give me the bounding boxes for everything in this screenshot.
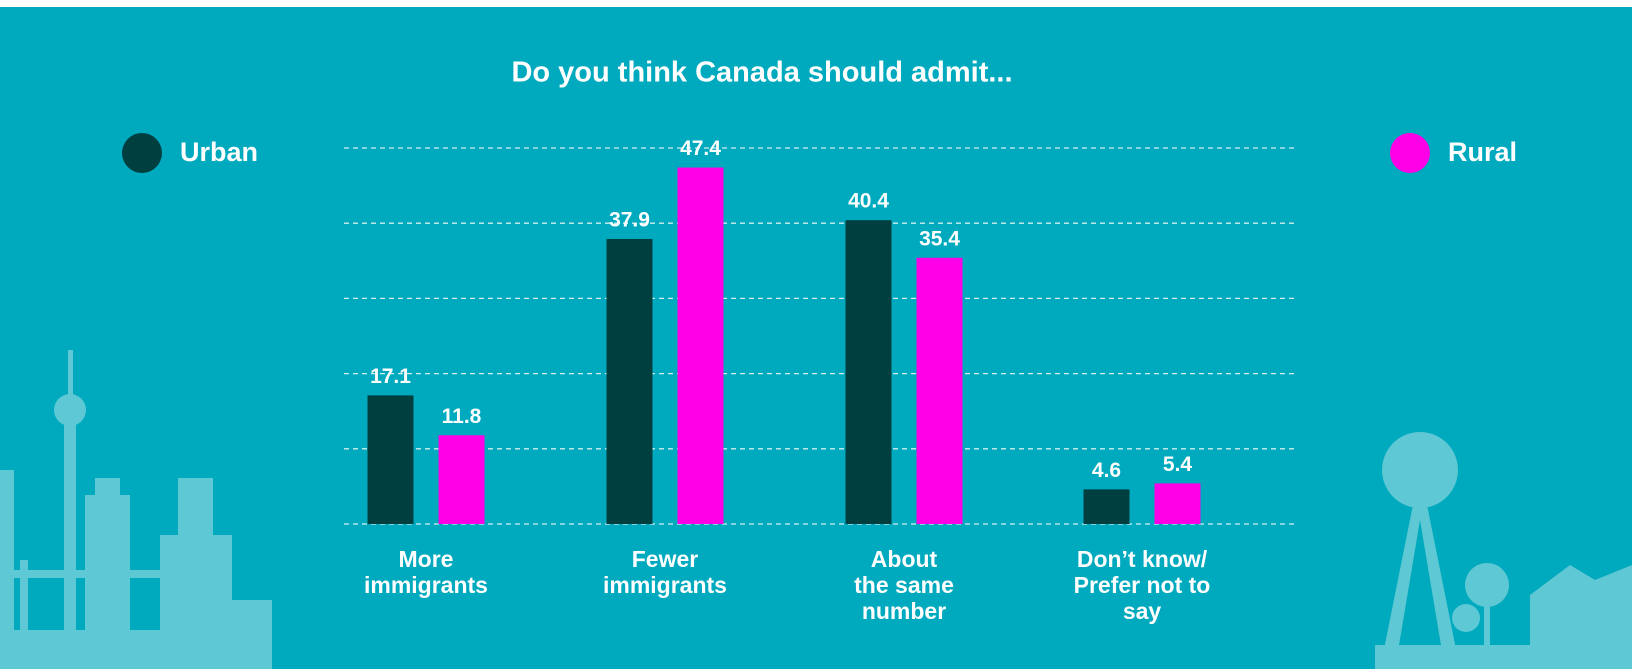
x-tick-label: number	[862, 598, 946, 624]
bar	[677, 167, 724, 524]
background	[0, 7, 1632, 669]
bar	[845, 220, 892, 524]
bar	[438, 435, 485, 524]
x-tick-label: the same	[854, 572, 954, 598]
value-label: 4.6	[1092, 459, 1121, 482]
value-label: 47.4	[680, 137, 721, 160]
legend-label: Rural	[1448, 137, 1517, 167]
bar	[1083, 489, 1130, 524]
x-tick-label: Don’t know/	[1077, 546, 1208, 572]
value-label: 35.4	[919, 227, 960, 250]
value-label: 11.8	[442, 405, 482, 428]
legend-swatch	[122, 133, 162, 173]
legend-swatch	[1390, 133, 1430, 173]
top-strip	[0, 0, 1632, 7]
x-tick-label: More	[399, 546, 454, 572]
legend-label: Urban	[180, 137, 258, 167]
city-skyline	[0, 350, 272, 669]
bar	[1154, 483, 1201, 524]
x-tick-label: Prefer not to	[1074, 572, 1211, 598]
value-label: 40.4	[848, 190, 889, 213]
x-tick-label: Fewer	[632, 546, 699, 572]
value-label: 5.4	[1163, 453, 1193, 476]
bar	[916, 257, 963, 524]
x-tick-label: immigrants	[603, 572, 727, 598]
bar	[606, 238, 653, 524]
value-label: 17.1	[370, 365, 411, 388]
x-tick-label: About	[871, 546, 938, 572]
x-tick-label: immigrants	[364, 572, 488, 598]
chart-title: Do you think Canada should admit...	[511, 57, 1012, 89]
value-label: 37.9	[609, 209, 650, 232]
rural-skyline	[1375, 432, 1632, 669]
x-tick-label: say	[1123, 598, 1162, 624]
bar	[367, 395, 414, 524]
